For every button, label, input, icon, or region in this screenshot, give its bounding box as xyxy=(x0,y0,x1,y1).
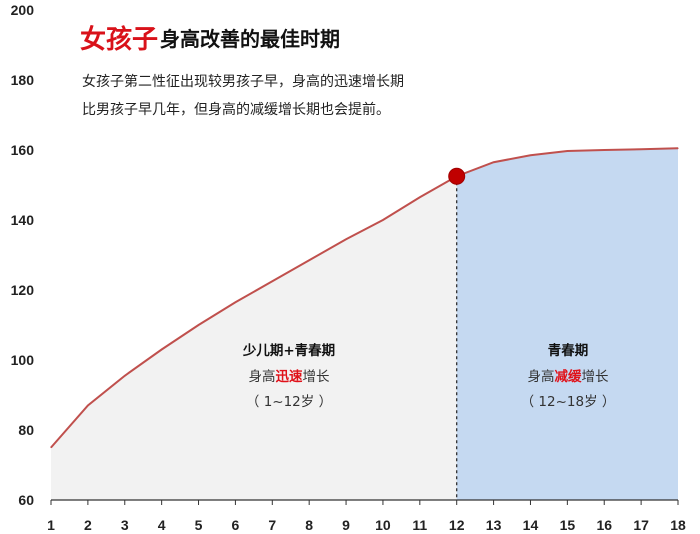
data-point xyxy=(161,348,163,351)
x-tick-label: 2 xyxy=(84,517,92,533)
region-late-age-range: （ 12~18岁 ） xyxy=(521,394,616,410)
region-late-desc-prefix: 身高 xyxy=(528,368,555,385)
data-point xyxy=(529,154,532,156)
chart-subtitle-line-1: 女孩子第二性征出现较男孩子早，身高的迅速增长期 xyxy=(82,73,404,90)
x-tick-label: 12 xyxy=(449,517,465,533)
x-tick-label: 18 xyxy=(670,517,686,533)
data-point xyxy=(382,219,384,221)
data-point xyxy=(234,301,237,303)
y-tick-label: 60 xyxy=(18,492,34,508)
region-late-desc-highlight: 减缓 xyxy=(555,368,583,385)
data-point xyxy=(308,259,310,261)
data-point xyxy=(87,404,89,407)
x-tick-label: 10 xyxy=(375,517,391,533)
data-point xyxy=(603,149,605,151)
x-tick-label: 4 xyxy=(158,517,166,533)
x-tick-label: 16 xyxy=(596,517,612,533)
x-tick-label: 9 xyxy=(342,517,350,533)
data-point xyxy=(677,147,679,149)
data-point xyxy=(345,238,347,240)
region-early-age-range: （ 1~12岁 ） xyxy=(246,394,332,410)
x-tick-label: 7 xyxy=(268,517,276,533)
data-point xyxy=(197,324,200,326)
region-early-desc-suffix: 增长 xyxy=(303,369,330,385)
y-tick-label: 160 xyxy=(11,142,35,158)
height-series xyxy=(50,147,679,449)
x-tick-label: 5 xyxy=(195,517,203,533)
data-point xyxy=(50,446,52,449)
data-point xyxy=(419,196,421,198)
y-tick-label: 140 xyxy=(11,212,35,228)
region-early-desc-prefix: 身高 xyxy=(249,368,276,385)
y-tick-label: 120 xyxy=(11,282,35,298)
y-tick-label: 180 xyxy=(11,72,35,88)
x-tick-label: 17 xyxy=(633,517,649,533)
region-late-fill xyxy=(456,148,678,500)
region-late-desc-suffix: 增长 xyxy=(582,369,610,385)
y-tick-label: 100 xyxy=(11,352,35,368)
y-tick-label: 80 xyxy=(18,422,34,438)
region-fills xyxy=(51,148,678,500)
region-early-title: 少儿期+青春期 xyxy=(242,342,335,359)
x-tick-label: 3 xyxy=(121,517,129,533)
x-tick-label: 1 xyxy=(47,517,55,533)
region-early-fill xyxy=(51,176,457,500)
highlight-marker xyxy=(448,167,466,185)
x-tick-label: 11 xyxy=(412,517,427,533)
x-tick-label: 14 xyxy=(523,517,539,533)
x-tick-label: 8 xyxy=(305,517,313,533)
region-late-title: 青春期 xyxy=(548,342,589,359)
x-tick-label: 6 xyxy=(232,517,240,533)
x-tick-label: 13 xyxy=(486,517,502,533)
region-early-description: 身高迅速增长 xyxy=(249,368,330,385)
region-early-desc-highlight: 迅速 xyxy=(276,368,303,385)
data-point xyxy=(271,280,273,282)
x-tick-label: 15 xyxy=(560,517,576,533)
data-point xyxy=(492,161,495,163)
data-point xyxy=(640,148,642,150)
chart-title-accent: 女孩子 xyxy=(80,24,158,55)
height-line xyxy=(50,147,679,449)
y-tick-label: 200 xyxy=(11,2,35,18)
chart-subtitle-line-2: 比男孩子早几年，但身高的减缓增长期也会提前。 xyxy=(82,101,390,118)
data-point xyxy=(566,150,568,152)
chart-title: 身高改善的最佳时期 xyxy=(160,27,340,51)
data-point xyxy=(124,375,126,377)
region-late-description: 身高减缓增长 xyxy=(528,368,610,385)
